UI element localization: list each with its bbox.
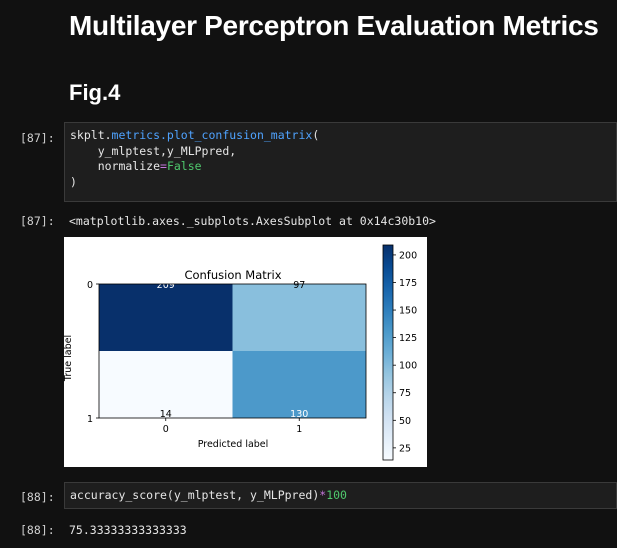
chart-title: Confusion Matrix [184,268,281,282]
matrix-cell [232,284,366,351]
x-axis-label: Predicted label [198,439,269,450]
output-prompt-87: [87]: [20,214,55,228]
y-tick-label: 1 [87,414,93,425]
code-token: ( [312,128,320,142]
colorbar-tick-label: 75 [399,388,411,399]
code-token: 100 [326,488,347,502]
code-token: metrics.plot_confusion_matrix [111,128,313,142]
x-tick-label: 0 [163,424,169,435]
matrix-cell [232,351,366,418]
output-prompt-88: [88]: [20,523,55,537]
code-token: False [166,159,202,173]
confusion-matrix-plot: Confusion Matrix 209 97 14 130 True label P… [63,237,427,467]
colorbar-tick-label: 100 [399,361,417,372]
colorbar-tick-label: 175 [399,278,417,289]
colorbar-tick-label: 150 [399,306,417,317]
code-token: * [319,488,327,502]
y-axis-label: True label [64,335,74,382]
code-cell-87[interactable]: skplt.metrics.plot_confusion_matrix( y_m… [64,122,617,202]
code-token: normalize [70,159,161,173]
matrix-value-label: 97 [293,280,305,291]
code-line: ) [70,174,77,189]
code-cell-88[interactable]: accuracy_score(y_mlptest, y_MLPpred)*100 [64,482,617,509]
output-text-87: <matplotlib.axes._subplots.AxesSubplot a… [69,214,436,228]
matrix-value-label: 14 [160,409,172,420]
matrix-cell [99,351,233,418]
code-token: accuracy_score(y_mlptest, y_MLPpred) [70,488,320,502]
colorbar-tick-label: 125 [399,333,417,344]
x-tick-label: 1 [296,424,302,435]
confusion-matrix-svg: Confusion Matrix 209 97 14 130 True label P… [63,244,417,461]
axes-frame [98,283,367,419]
colorbar-tick-label: 200 [399,250,417,261]
colorbar-tick-label: 25 [399,443,411,454]
code-token: = [160,159,167,173]
matrix-cell [99,284,233,351]
figure-subheading: Fig.4 [69,80,121,105]
matrix-value-label: 130 [290,409,308,420]
input-prompt-87: [87]: [20,131,55,145]
page-title: Multilayer Perceptron Evaluation Metrics [69,10,599,41]
code-token: skplt. [70,128,112,142]
y-tick-label: 0 [87,280,93,291]
input-prompt-88: [88]: [20,490,55,504]
colorbar-tick-label: 50 [399,416,411,427]
matrix-value-label: 209 [157,280,175,291]
output-text-88: 75.33333333333333 [69,523,187,537]
colorbar [382,244,394,461]
code-line: y_mlptest,y_MLPpred, [70,143,237,158]
